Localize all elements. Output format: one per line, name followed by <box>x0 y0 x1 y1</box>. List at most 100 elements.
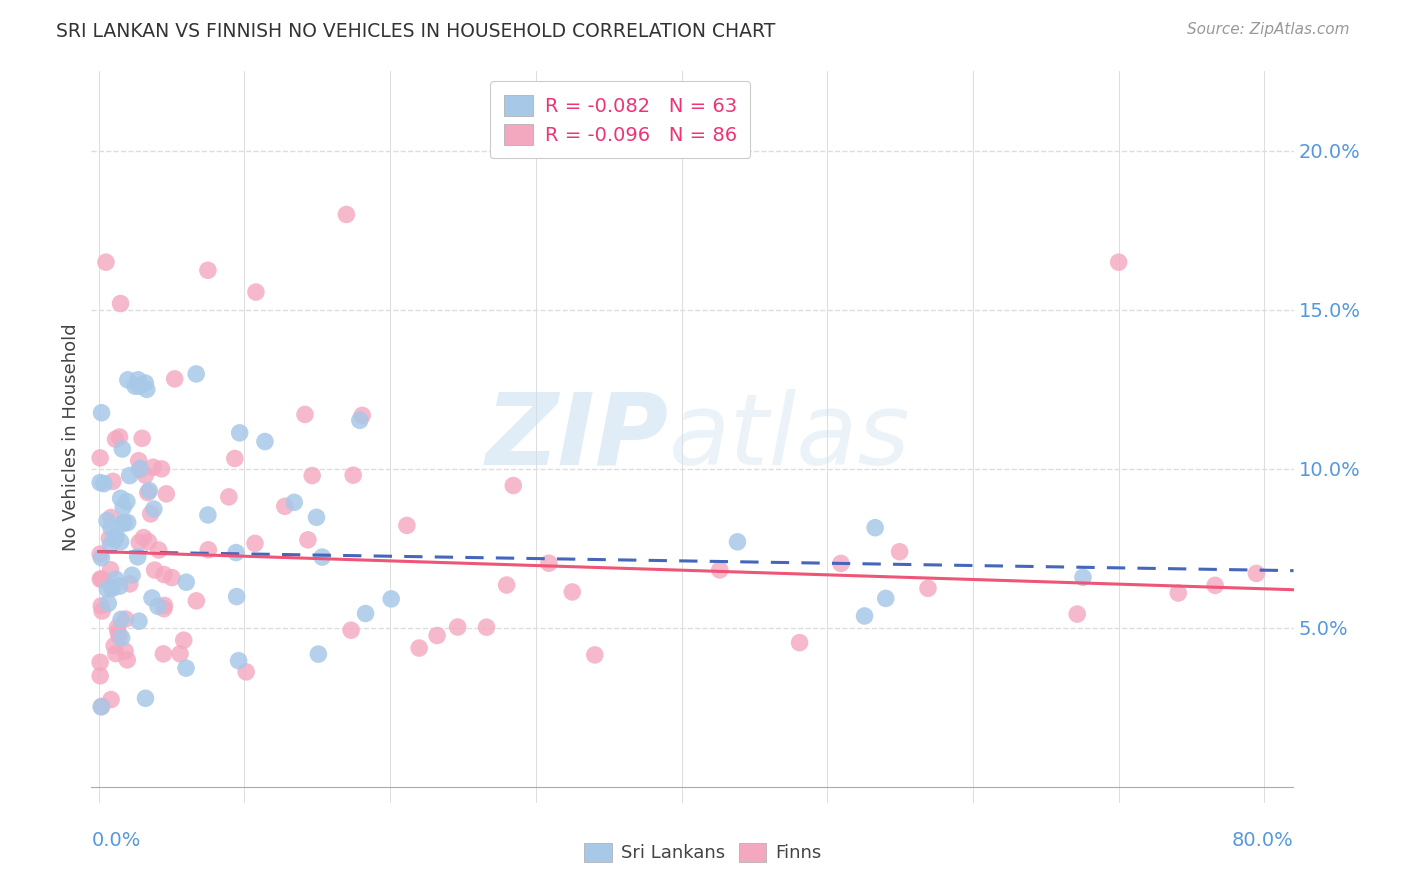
Point <box>89 450 111 465</box>
Point <box>197 263 219 277</box>
Point <box>1167 586 1189 600</box>
Point <box>274 500 297 514</box>
Point <box>112 516 135 531</box>
Point <box>100 563 122 577</box>
Point <box>1246 566 1268 581</box>
Point <box>89 655 111 669</box>
Point <box>103 639 125 653</box>
Point <box>146 599 169 614</box>
Point <box>142 460 165 475</box>
Point <box>100 692 122 706</box>
Point <box>307 647 329 661</box>
Point <box>131 431 153 445</box>
Point <box>1071 570 1094 584</box>
Point <box>110 296 132 310</box>
Point <box>917 582 939 596</box>
Point <box>128 614 150 628</box>
Point <box>174 575 197 590</box>
Point <box>224 451 246 466</box>
Point <box>100 510 122 524</box>
Text: Source: ZipAtlas.com: Source: ZipAtlas.com <box>1187 22 1350 37</box>
Point <box>537 556 560 570</box>
Point <box>153 599 176 613</box>
Point <box>89 572 111 586</box>
Point <box>380 591 402 606</box>
Point <box>90 550 112 565</box>
Point <box>110 491 132 506</box>
Point <box>495 578 517 592</box>
Point <box>118 468 141 483</box>
Point <box>96 582 118 597</box>
Point <box>335 207 357 221</box>
Point <box>104 533 127 547</box>
Point <box>153 567 176 582</box>
Point <box>117 373 139 387</box>
Point <box>163 372 186 386</box>
Point <box>709 563 731 577</box>
Point <box>253 434 276 449</box>
Point <box>245 285 267 299</box>
Point <box>139 507 162 521</box>
Point <box>134 376 156 390</box>
Point <box>169 647 191 661</box>
Point <box>1066 607 1088 621</box>
Point <box>91 604 114 618</box>
Point <box>186 594 208 608</box>
Point <box>174 661 197 675</box>
Point <box>101 475 124 489</box>
Point <box>111 442 134 456</box>
Point <box>1204 578 1226 592</box>
Point <box>141 591 163 605</box>
Text: ZIP: ZIP <box>485 389 668 485</box>
Point <box>502 478 524 492</box>
Legend: R = -0.082   N = 63, R = -0.096   N = 86: R = -0.082 N = 63, R = -0.096 N = 86 <box>491 81 751 159</box>
Point <box>110 534 132 549</box>
Point <box>863 521 886 535</box>
Point <box>90 699 112 714</box>
Point <box>311 550 333 565</box>
Point <box>114 644 136 658</box>
Text: atlas: atlas <box>668 389 910 485</box>
Point <box>101 582 124 596</box>
Point <box>349 413 371 427</box>
Point <box>100 538 122 552</box>
Point <box>124 379 146 393</box>
Point <box>225 590 247 604</box>
Point <box>426 628 449 642</box>
Point <box>89 669 111 683</box>
Point <box>283 495 305 509</box>
Point <box>294 408 316 422</box>
Point <box>96 514 118 528</box>
Point <box>110 612 132 626</box>
Point <box>138 534 160 549</box>
Point <box>93 476 115 491</box>
Point <box>225 546 247 560</box>
Y-axis label: No Vehicles in Household: No Vehicles in Household <box>62 323 80 551</box>
Point <box>243 536 266 550</box>
Text: 80.0%: 80.0% <box>1232 830 1294 849</box>
Text: SRI LANKAN VS FINNISH NO VEHICLES IN HOUSEHOLD CORRELATION CHART: SRI LANKAN VS FINNISH NO VEHICLES IN HOU… <box>56 22 776 41</box>
Point <box>228 425 250 440</box>
Point <box>561 585 583 599</box>
Point <box>152 647 174 661</box>
Point <box>108 579 131 593</box>
Point <box>117 653 139 667</box>
Point <box>108 430 131 444</box>
Point <box>408 641 430 656</box>
Point <box>830 557 852 571</box>
Point <box>235 665 257 679</box>
Point <box>889 545 911 559</box>
Point <box>340 624 363 638</box>
Point <box>160 571 183 585</box>
Point <box>583 648 606 662</box>
Point <box>305 510 328 524</box>
Point <box>89 475 111 490</box>
Point <box>128 454 150 468</box>
Point <box>197 508 219 522</box>
Point <box>727 534 749 549</box>
Point <box>155 487 177 501</box>
Point <box>128 463 150 477</box>
Point <box>100 581 122 595</box>
Point <box>354 607 377 621</box>
Point <box>143 563 166 577</box>
